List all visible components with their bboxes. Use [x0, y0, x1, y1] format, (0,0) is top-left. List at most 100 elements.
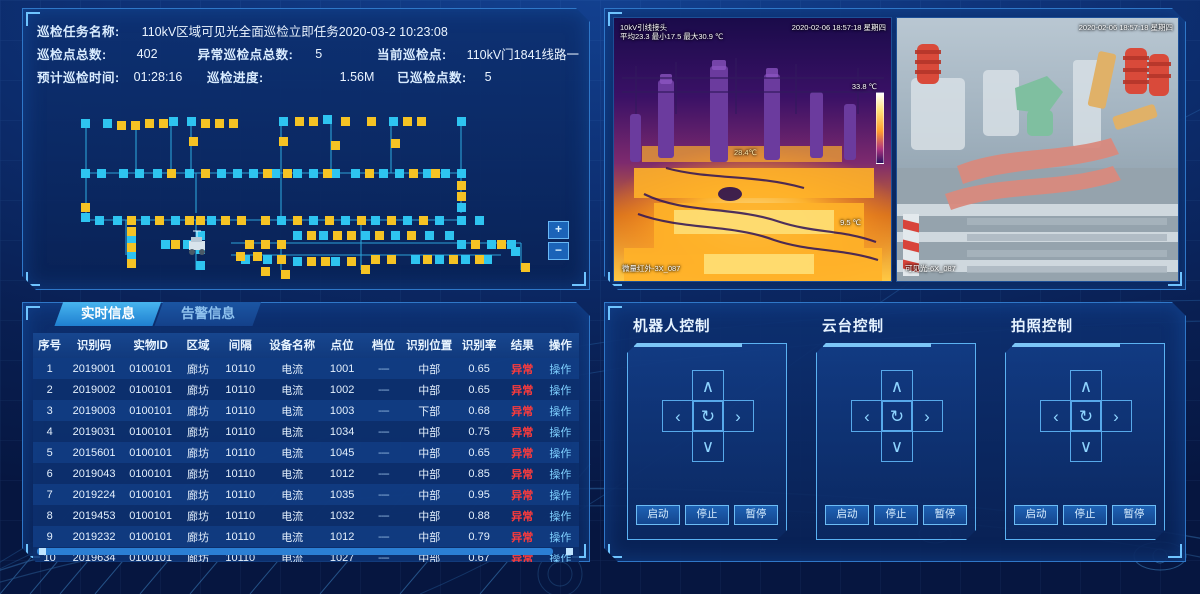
table-row[interactable]: 4 2019031 0100101 廊坊 10110 电流 1034 ---- 中部 0.75 异常…: [33, 421, 579, 442]
corner-decor: [26, 306, 40, 320]
dpad-left-icon[interactable]: ‹: [662, 400, 694, 432]
table-cell: 0.88: [468, 509, 490, 522]
table-row[interactable]: 3 2019003 0100101 廊坊 10110 电流 1003 ---- 下部 0.68 异常…: [33, 400, 579, 421]
dpad-up-icon[interactable]: ∧: [692, 370, 724, 402]
table-cell: 8: [46, 509, 53, 522]
zoom-out-button[interactable]: −: [548, 242, 569, 260]
row-action-link[interactable]: 操作: [549, 405, 572, 418]
table-cell: 1034: [329, 425, 355, 438]
result-badge: 异常: [511, 384, 534, 397]
dpad-down-icon[interactable]: ∨: [1070, 430, 1102, 462]
dpad-left-icon[interactable]: ‹: [851, 400, 883, 432]
table-row[interactable]: 8 2019453 0100101 廊坊 10110 电流 1032 ---- 中部 0.88 异常…: [33, 505, 579, 526]
thermal-camera-label: 微量红外-3X_087: [622, 264, 681, 273]
row-action-link[interactable]: 操作: [549, 426, 572, 439]
thermal-scale-min: 9.5 ℃: [840, 218, 861, 227]
table-cell: 廊坊: [186, 384, 209, 397]
dpad-left-icon[interactable]: ‹: [1040, 400, 1072, 432]
table-cell: 0.95: [468, 488, 490, 501]
table-cell: 1001: [329, 362, 355, 375]
visible-light-camera-feed[interactable]: 2020-02-06 18:57:18 星期四 可见光-6X_087: [896, 17, 1179, 282]
table-cell: 2015601: [72, 446, 116, 459]
abnormal-points-label: 异常巡检点总数:: [197, 48, 294, 62]
task-name-row: 巡检任务名称: 110kV区域可见光全面巡检立即任务2020-03-2 10:2…: [37, 19, 579, 42]
table-cell: ----: [378, 509, 389, 522]
start-button-photo[interactable]: 启动: [1014, 505, 1058, 525]
start-button-robot[interactable]: 启动: [636, 505, 680, 525]
task-stats-row-2: 预计巡检时间: 01:28:16 巡检进度: 1.56M 已巡检点数: 5: [37, 65, 579, 88]
dpad-reset-icon[interactable]: ↻: [881, 400, 913, 432]
dpad-right-icon[interactable]: ›: [722, 400, 754, 432]
thermal-stats-label: 平均23.3 最小17.5 最大30.9 ℃: [620, 32, 724, 41]
table-row[interactable]: 7 2019224 0100101 廊坊 10110 电流 1035 ---- 中部 0.95 异常…: [33, 484, 579, 505]
table-cell: 4: [46, 425, 53, 438]
dpad-photo: ∧ ‹ ↻ › ∨: [1040, 370, 1130, 460]
table-cell: 0.85: [468, 467, 490, 480]
table-cell: 0100101: [129, 362, 173, 375]
table-column-header: 识别码: [66, 333, 122, 358]
dpad-down-icon[interactable]: ∨: [692, 430, 724, 462]
inspected-count-label: 已巡检点数:: [397, 71, 467, 85]
row-action-link[interactable]: 操作: [549, 510, 572, 523]
row-action-link[interactable]: 操作: [549, 447, 572, 460]
scrollbar-thumb[interactable]: [37, 548, 553, 555]
scrollbar-handle-left[interactable]: [39, 548, 46, 555]
row-action-link[interactable]: 操作: [549, 531, 572, 544]
table-cell: 电流: [281, 531, 304, 544]
map-zoom-controls[interactable]: + −: [548, 221, 567, 263]
table-cell: 2019002: [72, 383, 116, 396]
result-badge: 异常: [511, 531, 534, 544]
pause-button-photo[interactable]: 暂停: [1112, 505, 1156, 525]
table-cell: 1003: [329, 404, 355, 417]
table-cell: 电流: [281, 363, 304, 376]
table-cell: 2019003: [72, 404, 116, 417]
patrol-route-map[interactable]: + −: [31, 95, 581, 281]
start-button-ptz[interactable]: 启动: [825, 505, 869, 525]
dpad-up-icon[interactable]: ∧: [1070, 370, 1102, 402]
horizontal-scrollbar[interactable]: [37, 549, 575, 554]
dpad-down-icon[interactable]: ∨: [881, 430, 913, 462]
scrollbar-handle-right[interactable]: [566, 548, 573, 555]
table-row[interactable]: 1 2019001 0100101 廊坊 10110 电流 1001 ---- 中部 0.65 异常…: [33, 358, 579, 379]
table-header-row: 序号 识别码 实物ID 区域 间隔 设备名称 点位 档位 识别位置 识别率 结果 操作: [33, 333, 579, 358]
dpad-up-icon[interactable]: ∧: [881, 370, 913, 402]
table-cell: 1002: [329, 383, 355, 396]
visible-camera-label: 可见光-6X_087: [905, 264, 956, 273]
thermal-camera-feed[interactable]: 10kV引线接头 平均23.3 最小17.5 最大30.9 ℃ 2020-02-…: [613, 17, 892, 282]
tab-realtime-info[interactable]: 实时信息: [54, 301, 161, 326]
information-table-panel: 实时信息 告警信息 序号 识别码 实物ID 区域 间隔 设备名称 点位 档位 识别位置 识别率 结果…: [22, 302, 590, 562]
table-cell: 0100101: [129, 488, 173, 501]
row-action-link[interactable]: 操作: [549, 363, 572, 376]
table-cell: 10110: [225, 383, 256, 396]
stop-button-photo[interactable]: 停止: [1063, 505, 1107, 525]
table-row[interactable]: 9 2019232 0100101 廊坊 10110 电流 1012 ---- 中部 0.79 异常…: [33, 526, 579, 547]
control-group-title: 云台控制: [822, 319, 884, 335]
stop-button-ptz[interactable]: 停止: [874, 505, 918, 525]
table-cell: ----: [378, 383, 389, 396]
row-action-link[interactable]: 操作: [549, 489, 572, 502]
table-tabs[interactable]: 实时信息 告警信息: [59, 301, 259, 326]
row-action-link[interactable]: 操作: [549, 552, 572, 565]
row-action-link[interactable]: 操作: [549, 468, 572, 481]
dpad-right-icon[interactable]: ›: [1100, 400, 1132, 432]
zoom-in-button[interactable]: +: [548, 221, 569, 239]
control-group-title: 机器人控制: [633, 319, 711, 335]
control-group-robot: 机器人控制 ∧ ‹ ↻ › ∨ 启动 停止 暂停: [621, 315, 791, 547]
table-row[interactable]: 2 2019002 0100101 廊坊 10110 电流 1002 ---- 中部 0.65 异常…: [33, 379, 579, 400]
inspection-data-table: 序号 识别码 实物ID 区域 间隔 设备名称 点位 档位 识别位置 识别率 结果 操作 1 201900…: [33, 333, 579, 568]
table-cell: 廊坊: [186, 447, 209, 460]
dpad-right-icon[interactable]: ›: [911, 400, 943, 432]
pause-button-robot[interactable]: 暂停: [734, 505, 778, 525]
tab-alarm-info[interactable]: 告警信息: [154, 301, 261, 326]
pause-button-ptz[interactable]: 暂停: [923, 505, 967, 525]
table-row[interactable]: 5 2015601 0100101 廊坊 10110 电流 1045 ---- 中部 0.65 异常…: [33, 442, 579, 463]
table-row[interactable]: 6 2019043 0100101 廊坊 10110 电流 1012 ---- 中部 0.85 异常…: [33, 463, 579, 484]
dpad-reset-icon[interactable]: ↻: [1070, 400, 1102, 432]
row-action-link[interactable]: 操作: [549, 384, 572, 397]
table-cell: 电流: [281, 468, 304, 481]
dpad-reset-icon[interactable]: ↻: [692, 400, 724, 432]
table-cell: ----: [378, 362, 389, 375]
table-cell: 电流: [281, 447, 304, 460]
stop-button-robot[interactable]: 停止: [685, 505, 729, 525]
estimated-time-label: 预计巡检时间:: [37, 71, 120, 85]
